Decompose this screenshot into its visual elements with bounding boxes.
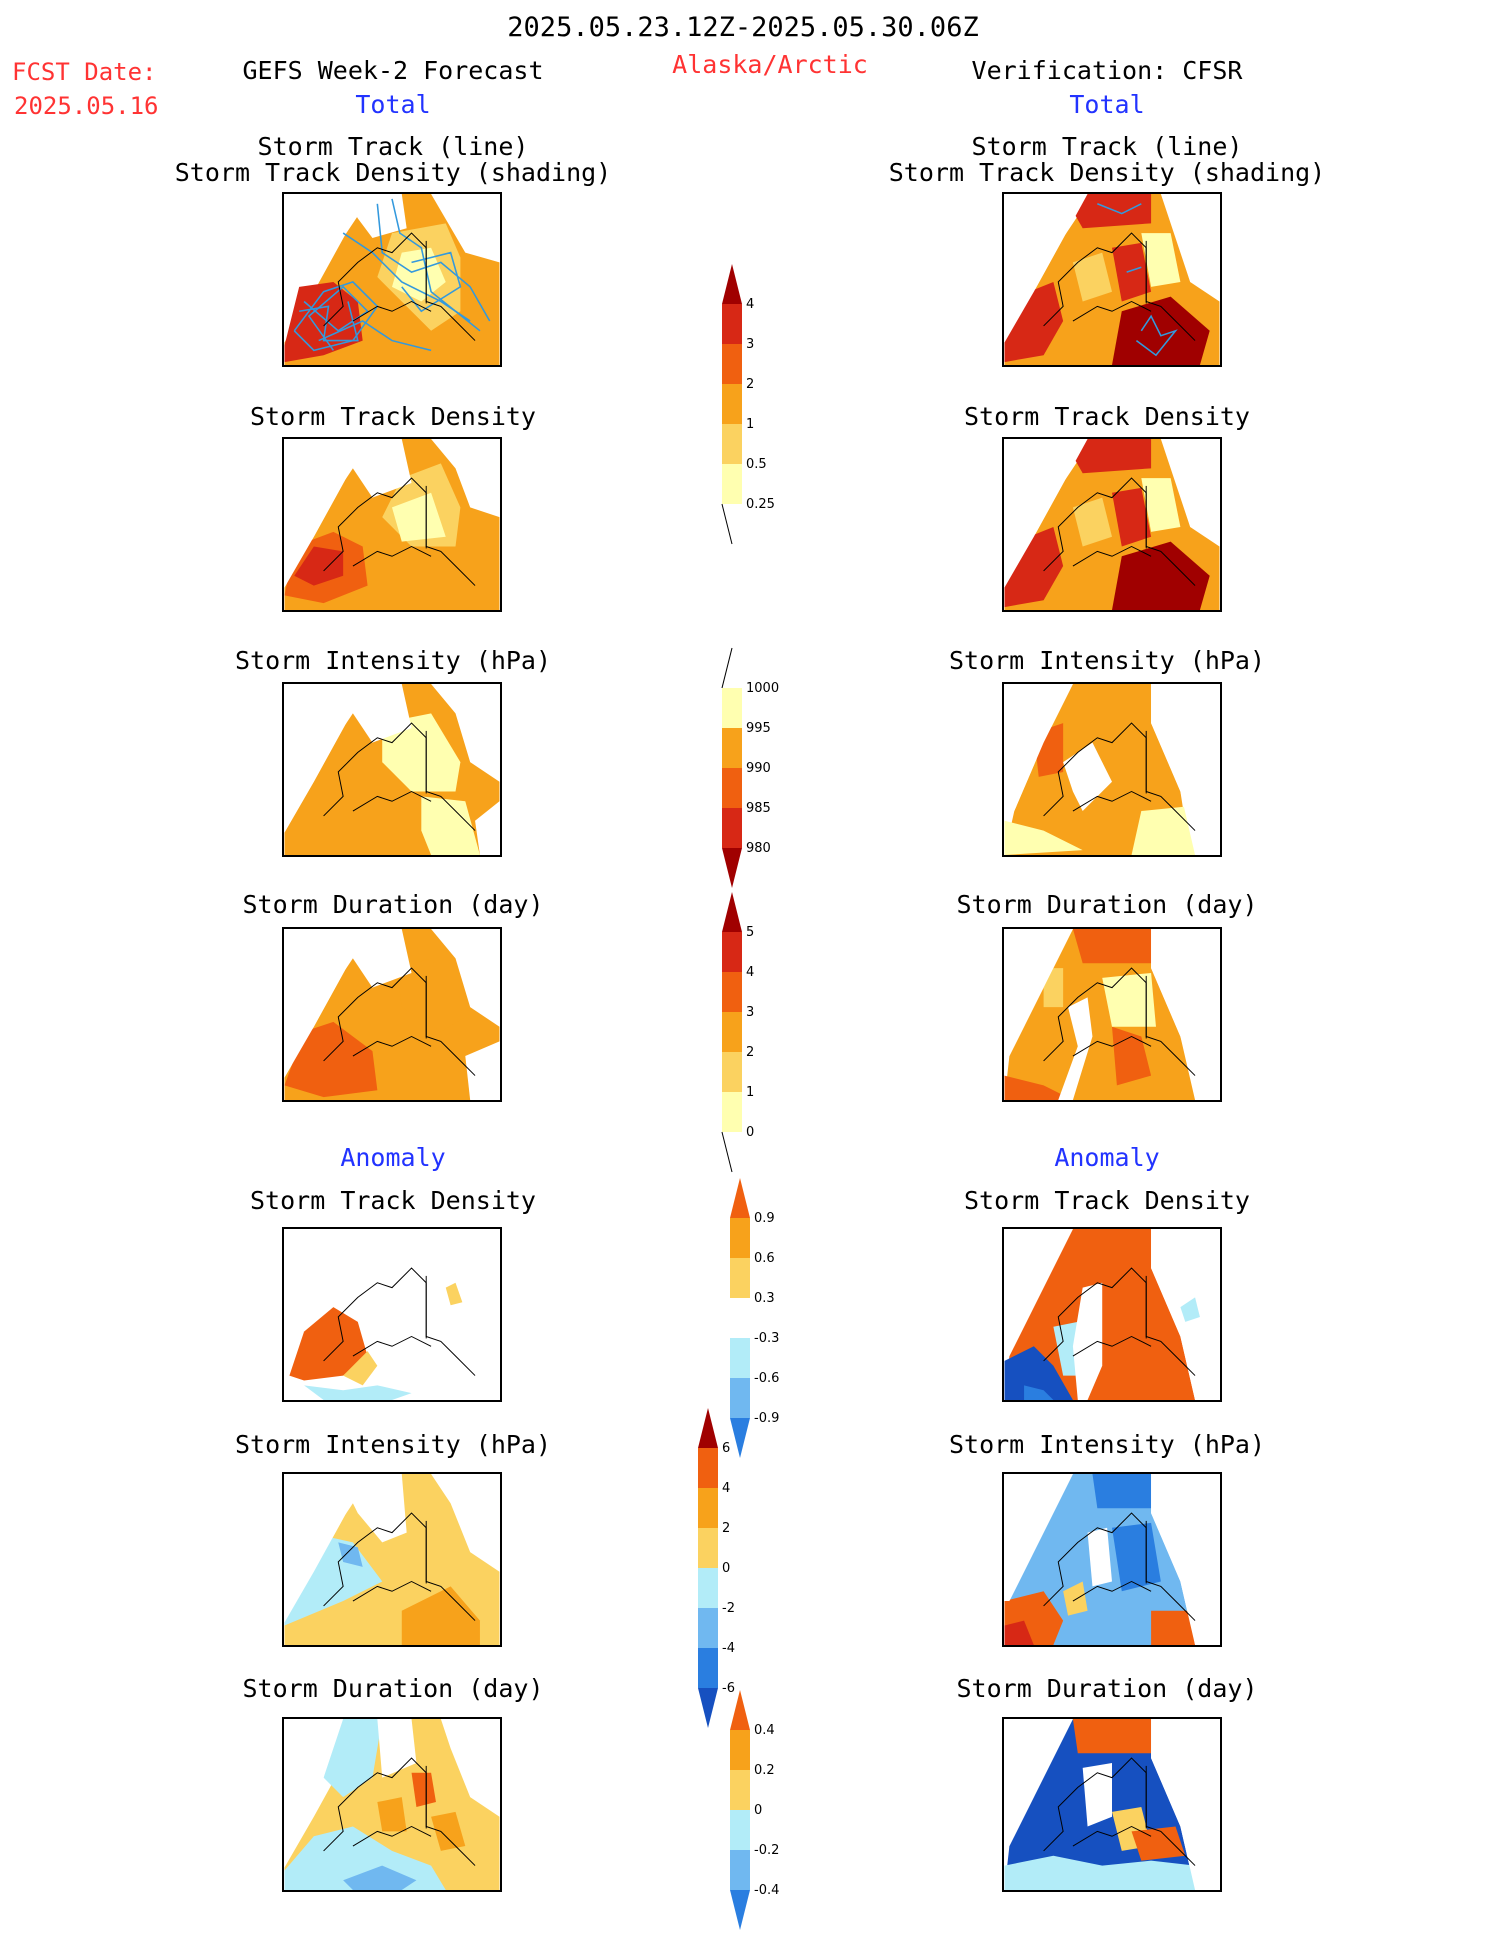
colorbar-tick: 0 <box>722 1561 730 1576</box>
colorbar-tick: 0.2 <box>754 1763 775 1778</box>
colorbar-tick: -4 <box>722 1641 735 1656</box>
colorbar-tick: 0 <box>754 1803 762 1818</box>
colorbar-tick: 980 <box>746 841 771 856</box>
colorbar-tick: 3 <box>746 337 754 352</box>
verification-title: Verification: CFSR <box>971 56 1243 85</box>
total-label-left: Total <box>355 90 431 119</box>
colorbar-tick: 990 <box>746 761 771 776</box>
duration-total-colorbar: 5 4 3 2 1 0 <box>721 892 792 1176</box>
panel-title: Storm Track Density <box>964 402 1250 431</box>
colorbar-tick: -0.2 <box>754 1843 779 1858</box>
verification-track-map <box>1002 192 1222 367</box>
forecast-density-anomaly-map <box>282 1227 502 1402</box>
period-title: 2025.05.23.12Z-2025.05.30.06Z <box>507 12 979 43</box>
colorbar-tick: -0.3 <box>754 1331 779 1346</box>
panel-title: Storm Intensity (hPa) <box>234 1430 552 1459</box>
verification-density-anomaly-map <box>1002 1227 1222 1402</box>
colorbar-tick: 4 <box>722 1481 730 1496</box>
region-title: Alaska/Arctic <box>672 50 868 79</box>
panel-title: Storm Intensity (hPa) <box>234 646 552 675</box>
density-total-colorbar: 4 3 2 1 0.5 0.25 <box>721 264 792 548</box>
colorbar-tick: 0 <box>746 1125 754 1140</box>
verification-duration-map <box>1002 927 1222 1102</box>
panel-title: Storm Track Density <box>250 1186 536 1215</box>
fcst-date-value: 2025.05.16 <box>14 92 159 120</box>
panel-title: Storm Track Density (shading) <box>174 158 612 187</box>
colorbar-tick: 0.5 <box>746 457 767 472</box>
panel-title: Storm Duration (day) <box>242 1674 544 1703</box>
anomaly-label-left: Anomaly <box>340 1143 446 1172</box>
colorbar-tick: 2 <box>722 1521 730 1536</box>
colorbar-tick: 2 <box>746 377 754 392</box>
colorbar-tick: 0.6 <box>754 1251 775 1266</box>
colorbar-tick: 985 <box>746 801 771 816</box>
panel-title: Storm Duration (day) <box>956 1674 1258 1703</box>
duration-anomaly-colorbar: 0.4 0.2 0 -0.2 -0.4 <box>730 1690 800 1934</box>
intensity-total-colorbar: 1000 995 990 985 980 <box>721 647 792 892</box>
colorbar-tick: 5 <box>746 925 754 940</box>
colorbar-tick: 0.9 <box>754 1211 775 1226</box>
forecast-track-map <box>282 192 502 367</box>
colorbar-tick: -6 <box>722 1681 735 1696</box>
colorbar-tick: -0.4 <box>754 1883 779 1898</box>
panel-title: Storm Track Density <box>250 402 536 431</box>
colorbar-tick: 0.3 <box>754 1291 775 1306</box>
density-anomaly-colorbar: 0.9 0.6 0.3 -0.3 -0.6 -0.9 <box>730 1178 800 1462</box>
verification-intensity-map <box>1002 682 1222 857</box>
forecast-title: GEFS Week-2 Forecast <box>242 56 544 85</box>
colorbar-tick: 1 <box>746 1085 754 1100</box>
colorbar-tick: 2 <box>746 1045 754 1060</box>
verification-density-map <box>1002 437 1222 612</box>
forecast-duration-anomaly-map <box>282 1717 502 1892</box>
verification-intensity-anomaly-map <box>1002 1472 1222 1647</box>
colorbar-tick: 0.4 <box>754 1723 775 1738</box>
colorbar-tick: 3 <box>746 1005 754 1020</box>
colorbar-tick: 0.25 <box>746 497 775 512</box>
total-label-right: Total <box>1069 90 1145 119</box>
colorbar-tick: -2 <box>722 1601 735 1616</box>
intensity-anomaly-colorbar: 6 4 2 0 -2 -4 -6 <box>698 1408 768 1732</box>
panel-title: Storm Duration (day) <box>242 890 544 919</box>
colorbar-tick: 1000 <box>746 681 779 696</box>
panel-title: Storm Track Density <box>964 1186 1250 1215</box>
panel-title: Storm Intensity (hPa) <box>948 646 1266 675</box>
forecast-density-map <box>282 437 502 612</box>
panel-title: Storm Track (line) <box>257 132 529 161</box>
colorbar-tick: 995 <box>746 721 771 736</box>
colorbar-tick: -0.9 <box>754 1411 779 1426</box>
anomaly-label-right: Anomaly <box>1054 1143 1160 1172</box>
panel-title: Storm Duration (day) <box>956 890 1258 919</box>
forecast-intensity-anomaly-map <box>282 1472 502 1647</box>
panel-title: Storm Track (line) <box>971 132 1243 161</box>
verification-duration-anomaly-map <box>1002 1717 1222 1892</box>
colorbar-tick: 1 <box>746 417 754 432</box>
colorbar-tick: 4 <box>746 965 754 980</box>
panel-title: Storm Intensity (hPa) <box>948 1430 1266 1459</box>
forecast-duration-map <box>282 927 502 1102</box>
colorbar-tick: 6 <box>722 1441 730 1456</box>
fcst-date-label: FCST Date: <box>12 58 157 86</box>
colorbar-tick: 4 <box>746 297 754 312</box>
colorbar-tick: -0.6 <box>754 1371 779 1386</box>
forecast-intensity-map <box>282 682 502 857</box>
panel-title: Storm Track Density (shading) <box>888 158 1326 187</box>
